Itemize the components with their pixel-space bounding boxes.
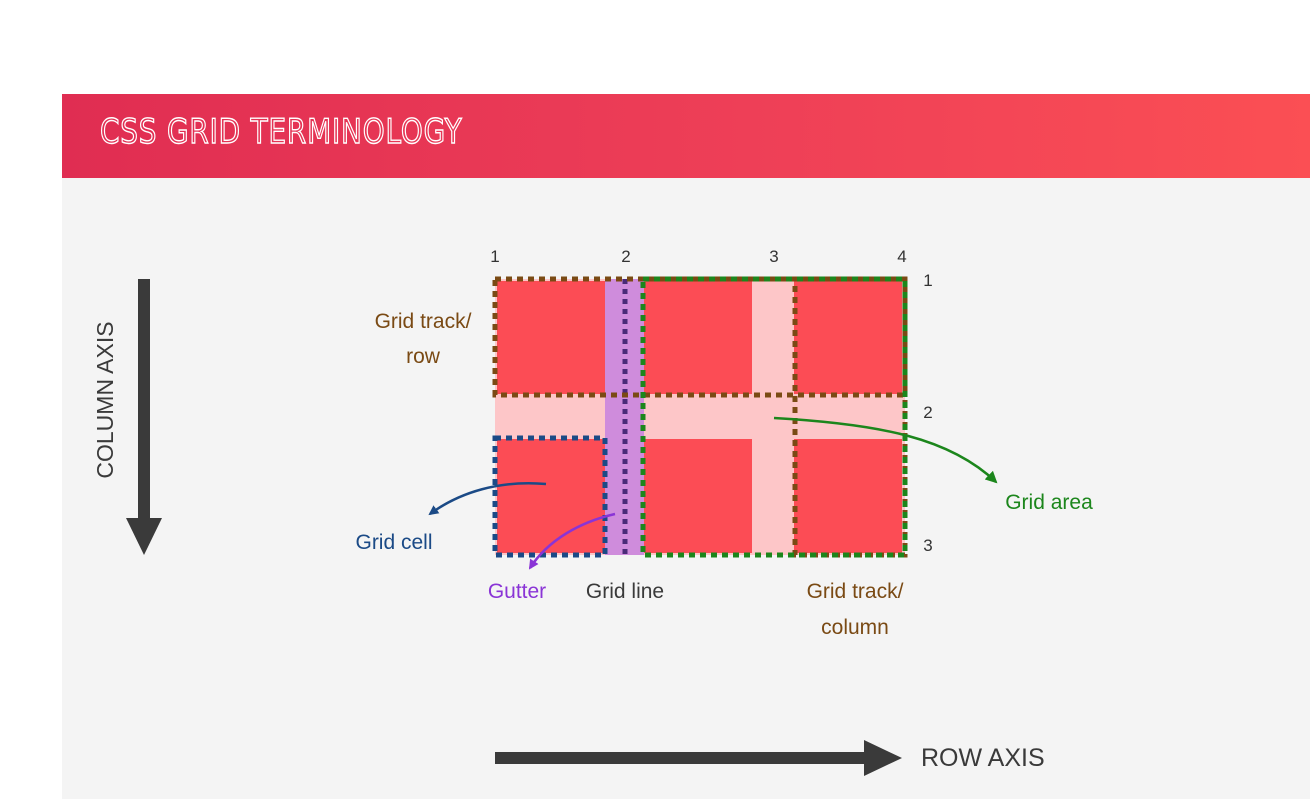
column-line-number-3: 3	[769, 247, 778, 266]
row-axis-label: ROW AXIS	[921, 744, 1045, 772]
row-line-number-1: 1	[923, 271, 932, 290]
grid-item-3	[794, 281, 902, 394]
grid-track-column-label-line-2: column	[821, 616, 889, 639]
row-line-number-2: 2	[923, 403, 932, 422]
grid-track-row-label-line-1: Grid track/	[375, 310, 472, 333]
grid-area-outline	[640, 276, 908, 558]
title-banner: CSS Grid Terminology	[62, 94, 1310, 178]
column-line-number-4: 4	[897, 247, 906, 266]
grid-cell-label: Grid cell	[355, 531, 432, 554]
row-line-number-3: 3	[923, 536, 932, 555]
grid-item-2	[644, 281, 752, 394]
column-axis-arrow-head	[126, 518, 162, 555]
grid-area-label: Grid area	[1005, 491, 1093, 514]
grid-item-5	[644, 439, 752, 553]
grid-item-4	[497, 439, 605, 553]
grid-item-6	[794, 439, 902, 553]
column-line-number-2: 2	[621, 247, 630, 266]
row-axis-arrow-head	[864, 740, 902, 776]
grid-cell-arrow	[428, 482, 547, 516]
grid-cell-outline	[492, 435, 608, 558]
grid-line-label: Grid line	[586, 580, 664, 603]
slide-title: CSS Grid Terminology	[99, 111, 463, 152]
grid-track-column-label-line-1: Grid track/	[807, 580, 904, 603]
grid-item-1	[497, 281, 605, 394]
grid-track-row-label-line-2: row	[406, 345, 441, 368]
gutter-arrow	[528, 512, 616, 570]
column-axis-label: COLUMN AXIS	[92, 321, 118, 478]
gutter-label: Gutter	[488, 580, 546, 603]
column-line-number-1: 1	[490, 247, 499, 266]
grid-area-arrow	[773, 416, 998, 484]
